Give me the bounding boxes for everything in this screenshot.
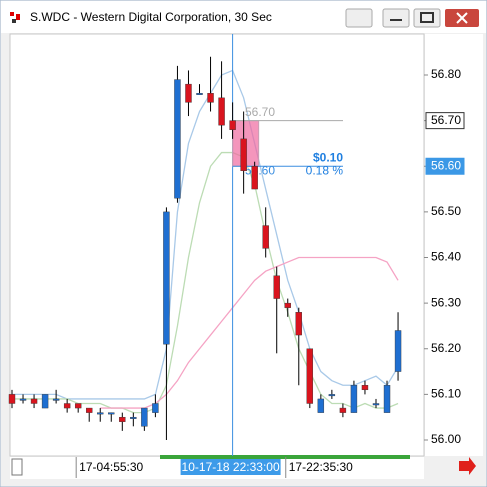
candle-body [218, 97, 225, 126]
candle-body [350, 385, 358, 413]
x-tick-label: 17-04:55:30 [79, 460, 143, 474]
app-icon [12, 19, 16, 23]
candle-body [306, 348, 314, 404]
app-icon [16, 14, 20, 20]
measure-change: $0.10 [313, 150, 343, 164]
overlay-line [12, 151, 399, 414]
candle-body [394, 330, 402, 372]
scroll-thumb[interactable] [11, 458, 23, 476]
candle-body [317, 398, 325, 413]
candle-body [141, 407, 148, 427]
price-marker [425, 112, 465, 130]
candle-body [86, 407, 93, 413]
measure-start-label: 56.70 [245, 105, 275, 119]
close-icon [456, 12, 468, 24]
candle-body [372, 403, 380, 406]
app-icon [10, 12, 14, 16]
price-marker [425, 157, 465, 175]
window-title: S.WDC - Western Digital Corporation, 30 … [30, 10, 272, 24]
candle-body [339, 407, 347, 413]
y-tick-label: 56.30 [431, 295, 461, 309]
candle-body [361, 385, 369, 391]
x-tick-label: 17-22:35:30 [289, 460, 353, 474]
price-marker-label: 56.70 [431, 113, 461, 127]
candle-body [74, 403, 82, 409]
maximize-button[interactable] [413, 8, 441, 28]
y-tick-label: 56.40 [431, 250, 461, 264]
candle-body [383, 385, 391, 413]
candle-body [8, 394, 16, 404]
candle-body [284, 302, 291, 308]
overlay-line [12, 69, 399, 400]
link-button[interactable] [345, 8, 373, 28]
candle-body [251, 166, 258, 190]
x-tick-label: 10-17-18 22:33:00 [182, 460, 280, 474]
candle-body [108, 412, 115, 415]
candle-body [196, 93, 203, 95]
candle-body [52, 398, 60, 401]
candle-body [240, 138, 247, 172]
scroll-right-arrow[interactable] [459, 457, 476, 475]
y-tick-label: 56.50 [431, 204, 461, 218]
maximize-icon [420, 12, 434, 23]
y-tick-label: 56.10 [431, 387, 461, 401]
y-axis-area [425, 34, 483, 456]
candle-body [119, 416, 126, 422]
candle-body [273, 275, 280, 299]
candle-body [328, 394, 336, 397]
overlay-line [100, 256, 399, 409]
candle-body [295, 312, 302, 336]
candle-body [262, 225, 269, 249]
measure-end-label: 56.60 [245, 163, 275, 177]
candle-body [229, 120, 236, 130]
minimize-button[interactable] [382, 8, 410, 28]
measure-percent: 0.18 % [306, 163, 344, 177]
y-tick-label: 56.20 [431, 341, 461, 355]
candle-body [41, 394, 49, 409]
y-tick-label: 56.80 [431, 67, 461, 81]
price-marker-label: 56.60 [431, 158, 461, 172]
candle-body [152, 403, 159, 413]
candle-body [207, 93, 214, 103]
plot-area [9, 33, 425, 457]
candle-body [63, 403, 71, 409]
x-label-highlight [180, 459, 281, 475]
candle-body [163, 211, 170, 345]
candle-body [130, 416, 137, 419]
candle-body [185, 83, 192, 103]
candle-body [30, 398, 38, 404]
candle-body [174, 79, 181, 199]
y-tick-label: 56.00 [431, 432, 461, 446]
candle-body [97, 412, 104, 415]
candle-body [19, 398, 27, 401]
